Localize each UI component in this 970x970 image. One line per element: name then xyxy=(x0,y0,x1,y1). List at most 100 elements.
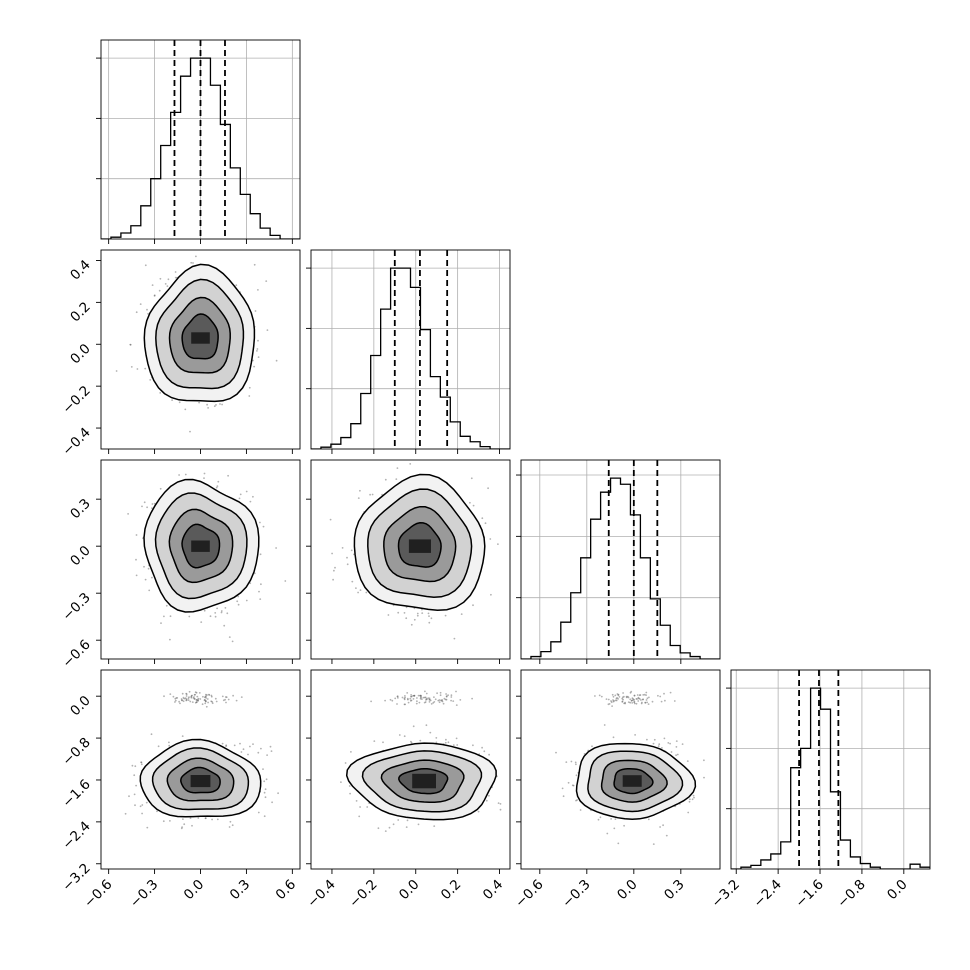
scatter-point xyxy=(332,578,334,581)
scatter-point xyxy=(200,621,203,623)
scatter-point xyxy=(436,692,438,695)
scatter-point xyxy=(447,741,450,744)
scatter-point xyxy=(235,699,238,702)
scatter-point xyxy=(266,754,268,756)
hist-panel-1 xyxy=(306,249,511,454)
scatter-point xyxy=(397,819,400,821)
scatter-point xyxy=(249,500,252,503)
scatter-point xyxy=(259,598,262,600)
scatter-point xyxy=(351,580,354,583)
scatter-point xyxy=(171,399,174,401)
scatter-point xyxy=(153,294,156,297)
scatter-point xyxy=(413,694,416,697)
scatter-point xyxy=(245,490,248,493)
scatter-point xyxy=(483,750,486,753)
scatter-point xyxy=(228,826,231,828)
scatter-point xyxy=(413,694,416,697)
scatter-point xyxy=(487,487,489,490)
scatter-point xyxy=(469,501,471,504)
scatter-point xyxy=(151,284,154,286)
scatter-point xyxy=(388,826,391,829)
scatter-point xyxy=(359,489,361,492)
scatter-point xyxy=(377,827,380,830)
scatter-point xyxy=(455,690,457,693)
scatter-point xyxy=(139,303,142,305)
contour-line xyxy=(139,738,262,818)
scatter-point xyxy=(174,271,177,273)
scatter-point xyxy=(183,823,186,826)
scatter-point xyxy=(180,698,183,700)
scatter-point xyxy=(190,695,193,697)
scatter-point xyxy=(205,705,208,708)
scatter-point xyxy=(417,823,420,826)
scatter-point xyxy=(403,612,406,614)
scatter-point xyxy=(196,699,199,702)
scatter-point xyxy=(445,738,447,741)
scatter-point xyxy=(389,698,392,701)
scatter-point xyxy=(484,522,487,525)
scatter-point xyxy=(185,698,188,701)
scatter-point xyxy=(135,574,138,577)
scatter-point xyxy=(225,745,228,747)
scatter-point xyxy=(404,703,406,706)
scatter-point xyxy=(403,703,406,706)
scatter-point xyxy=(445,698,448,701)
scatter-point xyxy=(434,698,437,701)
scatter-point xyxy=(183,697,186,700)
scatter-point xyxy=(416,697,418,699)
scatter-point xyxy=(441,699,443,701)
contour-line xyxy=(143,478,260,613)
scatter-point xyxy=(229,820,232,823)
scatter-point xyxy=(159,487,162,490)
scatter-point xyxy=(410,695,413,698)
scatter-point xyxy=(128,795,130,798)
scatter-point xyxy=(657,745,660,747)
scatter-point xyxy=(221,403,224,406)
scatter-point xyxy=(455,737,458,740)
scatter-point xyxy=(192,697,195,699)
scatter-point xyxy=(433,696,435,698)
scatter-point xyxy=(203,609,206,612)
scatter-point xyxy=(197,817,200,819)
scatter-point xyxy=(340,781,342,783)
scatter-point xyxy=(195,699,198,701)
density-content xyxy=(127,472,287,643)
scatter-point xyxy=(231,824,234,827)
scatter-point xyxy=(141,505,143,508)
scatter-point xyxy=(224,607,227,609)
scatter-point xyxy=(217,480,220,483)
contour-line xyxy=(168,296,231,374)
scatter-point xyxy=(133,774,136,777)
scatter-point xyxy=(262,525,265,528)
scatter-point xyxy=(254,310,257,312)
density-core xyxy=(412,773,436,789)
scatter-point xyxy=(410,740,412,743)
scatter-point xyxy=(157,745,160,748)
scatter-point xyxy=(239,493,242,496)
scatter-point xyxy=(135,534,138,536)
scatter-point xyxy=(210,695,213,698)
density-content xyxy=(340,690,502,832)
scatter-point xyxy=(365,591,368,594)
scatter-point xyxy=(168,744,171,747)
scatter-point xyxy=(428,701,431,703)
scatter-point xyxy=(409,697,412,700)
scatter-point xyxy=(412,725,415,728)
scatter-point xyxy=(164,283,167,285)
scatter-point xyxy=(565,761,568,763)
scatter-point xyxy=(189,430,191,433)
panel-frame xyxy=(310,249,511,450)
scatter-point xyxy=(358,815,361,818)
scatter-point xyxy=(407,701,410,704)
scatter-point xyxy=(430,703,433,705)
scatter-point xyxy=(334,566,336,569)
scatter-point xyxy=(428,698,431,701)
scatter-point xyxy=(445,693,447,695)
scatter-point xyxy=(168,741,170,744)
scatter-point xyxy=(206,403,209,406)
scatter-point xyxy=(421,612,424,614)
scatter-point xyxy=(350,549,353,552)
scatter-point xyxy=(410,699,413,702)
scatter-point xyxy=(190,695,193,698)
scatter-point xyxy=(428,615,430,617)
